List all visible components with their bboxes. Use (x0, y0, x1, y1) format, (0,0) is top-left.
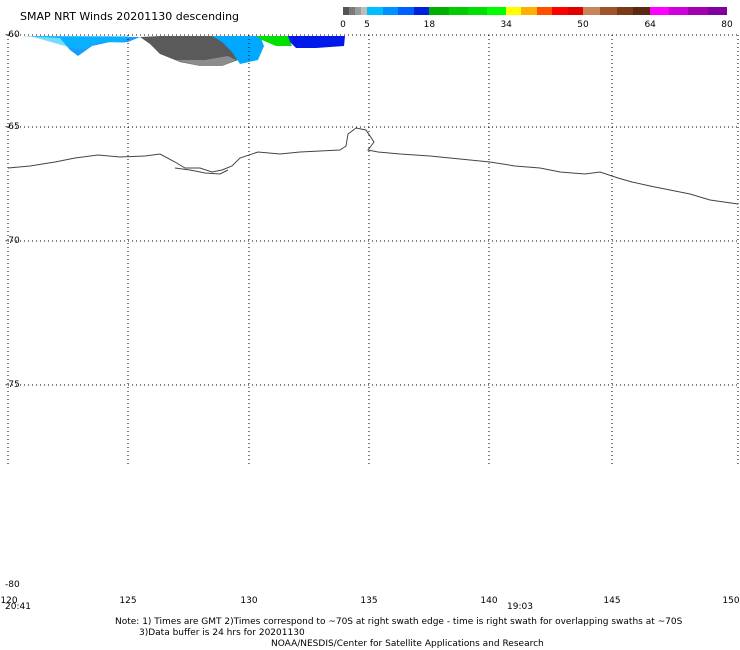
legend-color-block (355, 7, 361, 15)
legend-color-block (382, 7, 399, 15)
legend-color-block (349, 7, 355, 15)
wind-swath (22, 36, 345, 66)
legend-color-block (582, 7, 600, 15)
legend-color-block (536, 7, 553, 15)
note-line-1: Note: 1) Times are GMT 2)Times correspon… (115, 617, 683, 627)
lat-lon-grid (7, 34, 740, 465)
legend-color-block (467, 7, 487, 15)
lon-label: 120 (0, 596, 18, 606)
legend-color-block (707, 7, 727, 15)
note-line-2: 3)Data buffer is 24 hrs for 20201130 (139, 628, 305, 638)
swath-grey-light (175, 56, 236, 66)
swath-light-blue (30, 36, 128, 50)
lon-label: 145 (603, 596, 621, 606)
time-label-mid: 19:03 (507, 602, 533, 612)
time-label-left: 20:41 (5, 602, 31, 612)
legend-tick-label: 0 (340, 20, 346, 30)
legend-color-block (616, 7, 634, 15)
legend-color-block (343, 7, 349, 15)
lon-label: 130 (240, 596, 258, 606)
legend-color-block (567, 7, 583, 15)
lat-label: -80 (5, 580, 20, 590)
lon-label: 150 (722, 596, 740, 606)
lon-label: 140 (480, 596, 498, 606)
legend-color-block (367, 7, 383, 15)
wind-speed-legend-bar (343, 7, 727, 15)
legend-tick-label: 50 (577, 20, 589, 30)
legend-color-block (650, 7, 670, 15)
swath-dark-blue (288, 36, 345, 48)
lat-label: -65 (5, 122, 20, 132)
legend-color-block (633, 7, 651, 15)
legend-tick-label: 80 (721, 20, 733, 30)
legend-tick-label: 5 (364, 20, 370, 30)
lon-label: 135 (360, 596, 378, 606)
note-line-3: NOAA/NESDIS/Center for Satellite Applica… (271, 639, 544, 649)
coastline-inlet (174, 167, 229, 175)
antarctic-coastline (7, 127, 739, 205)
legend-tick-label: 18 (423, 20, 436, 30)
lat-label: -70 (5, 236, 20, 246)
legend-color-block (688, 7, 708, 15)
legend-color-block (552, 7, 568, 15)
legend-color-block (429, 7, 449, 15)
legend-color-block (521, 7, 537, 15)
legend-tick-label: 34 (500, 20, 512, 30)
lat-label: -75 (5, 380, 20, 390)
lat-label: -60 (5, 30, 20, 40)
legend-color-block (669, 7, 689, 15)
legend-color-block (506, 7, 522, 15)
legend-color-block (361, 7, 367, 15)
legend-color-block (398, 7, 414, 15)
legend-color-block (448, 7, 468, 15)
lon-label: 125 (119, 596, 137, 606)
legend-tick-label: 64 (644, 20, 656, 30)
legend-color-block (599, 7, 617, 15)
map-title: SMAP NRT Winds 20201130 descending (20, 10, 240, 23)
swath-green (256, 36, 292, 46)
legend-color-block (486, 7, 507, 15)
legend-color-block (413, 7, 430, 15)
swath-blue-mid (212, 36, 264, 64)
